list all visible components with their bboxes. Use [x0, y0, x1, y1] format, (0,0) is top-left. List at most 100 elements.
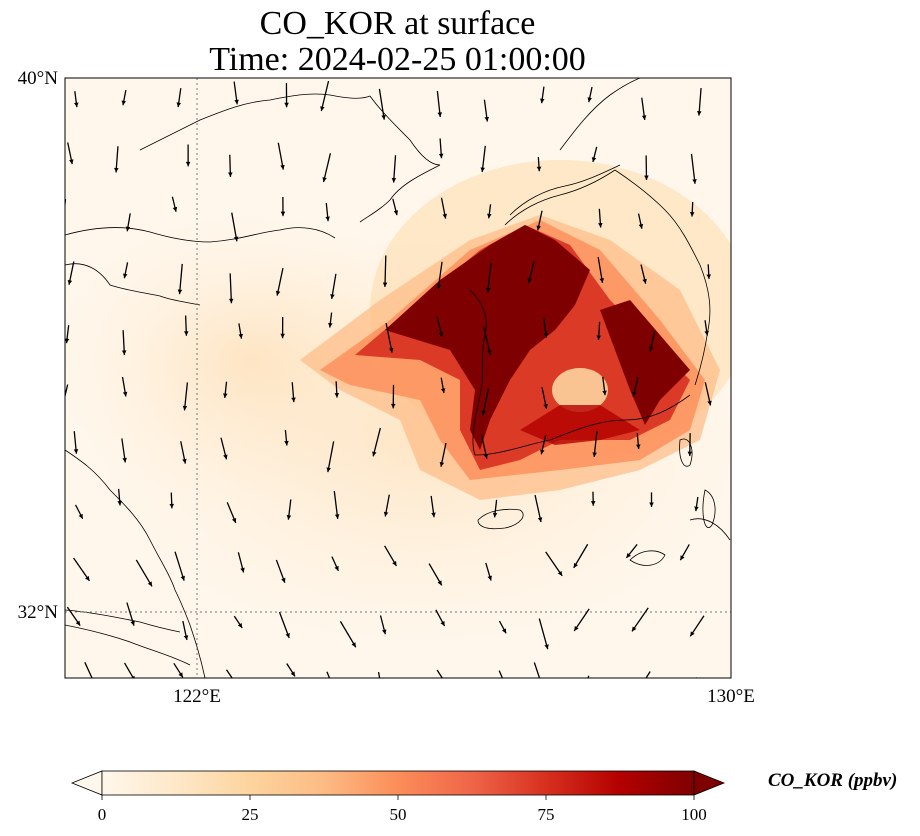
wind-arrow-shaft — [278, 611, 290, 639]
wind-arrow-head — [147, 581, 153, 587]
wind-arrow-head — [280, 164, 285, 170]
colorbar-tick-75: 75 — [538, 805, 555, 824]
wind-arrow-head — [544, 644, 549, 650]
wind-arrow-head — [537, 517, 543, 523]
wind-arrow-head — [65, 338, 70, 344]
high-concentration-region — [385, 225, 590, 450]
wind-arrow-head — [697, 110, 702, 116]
lat-tick-label-32: 32°N — [18, 602, 59, 623]
wind-arrow-head — [437, 112, 443, 117]
wind-arrow-head — [183, 331, 189, 336]
wind-arrow-shaft — [690, 153, 696, 184]
wind-arrow-shaft — [482, 388, 490, 416]
wind-arrow-shaft — [482, 326, 492, 356]
wind-arrow-head — [240, 567, 245, 573]
wind-arrow-head — [275, 290, 281, 296]
map-frame — [64, 77, 732, 679]
wind-arrow-head — [185, 161, 191, 167]
wind-arrow-head — [130, 675, 135, 678]
wind-arrow-shaft — [392, 155, 397, 183]
wind-arrow-head — [536, 225, 541, 231]
colorbar-extend-max — [693, 770, 726, 796]
wind-arrow-head — [326, 467, 331, 473]
wind-arrow-head — [381, 114, 386, 120]
wind-arrow-head — [121, 350, 127, 355]
wind-arrow-head — [481, 410, 486, 416]
wind-arrow-shaft — [339, 621, 357, 648]
wind-arrow-shaft — [372, 427, 381, 457]
wind-arrow-head — [543, 332, 549, 338]
wind-arrow-head — [381, 696, 385, 701]
wind-arrow-shaft — [178, 263, 183, 295]
wind-arrow-head — [391, 177, 397, 183]
wind-arrow-head — [642, 278, 647, 284]
wind-arrow-shaft — [698, 87, 702, 116]
wind-arrow-head — [599, 278, 605, 283]
wind-arrow-head — [596, 335, 602, 340]
wind-arrow-shaft — [322, 153, 332, 183]
wind-arrow-head — [284, 440, 289, 446]
wind-arrow-head — [626, 553, 631, 558]
wind-arrow-shaft — [573, 543, 589, 569]
wind-arrow-head — [689, 212, 695, 217]
wind-arrow-head — [438, 332, 444, 337]
wind-arrow-head — [223, 393, 228, 398]
wind-arrow-head — [383, 511, 389, 517]
map-title-line-1: CO_KOR at surface — [259, 5, 536, 42]
wind-arrow-head — [130, 620, 135, 626]
wind-arrow-head — [390, 403, 396, 409]
wind-arrow-shaft — [587, 675, 590, 678]
wind-arrow-head — [680, 555, 685, 561]
wind-arrow-head — [177, 289, 183, 295]
wind-arrow-shaft — [84, 662, 93, 678]
wind-arrow-head — [233, 681, 237, 686]
wind-arrow-head — [431, 512, 436, 518]
wind-arrow-head — [649, 502, 654, 507]
colorbar-tick-50: 50 — [390, 805, 407, 824]
wind-arrow-head — [540, 98, 545, 104]
wind-arrow-head — [598, 222, 603, 228]
wind-arrow-head — [632, 391, 637, 397]
wind-arrow-head — [231, 517, 237, 523]
wind-arrow-shaft — [545, 551, 563, 577]
wind-arrow-shaft — [631, 607, 649, 632]
wind-arrow-head — [485, 287, 491, 293]
wind-arrow-head — [436, 284, 442, 290]
wind-arrow-head — [590, 501, 596, 506]
wind-arrow-shaft — [378, 88, 385, 120]
wind-arrow-head — [322, 177, 327, 182]
wind-arrow-head — [74, 102, 79, 108]
wind-arrow-head — [557, 570, 563, 576]
wind-arrow-head — [487, 575, 492, 581]
colorbar: 0 25 50 75 100 — [70, 770, 726, 824]
wind-arrow-head — [123, 273, 128, 279]
wind-arrow-head — [78, 513, 83, 519]
wind-arrow-head — [442, 213, 447, 219]
wind-arrow-head — [285, 633, 290, 638]
wind-arrow-shaft — [73, 557, 90, 582]
wind-arrow-head — [325, 216, 330, 222]
wind-arrow-head — [172, 206, 178, 212]
wind-arrow-head — [351, 642, 356, 648]
wind-arrow-head — [487, 213, 492, 219]
wind-arrow-head — [636, 444, 641, 450]
wind-arrow-head — [67, 279, 73, 285]
wind-arrow-head — [573, 562, 578, 568]
wind-arrow-head — [707, 400, 712, 406]
wind-arrow-head — [73, 449, 79, 454]
colorbar-tick-100: 100 — [681, 805, 707, 824]
wind-arrow-head — [330, 294, 335, 299]
wind-arrow-head — [328, 322, 333, 328]
wind-arrow-head — [228, 298, 234, 304]
wind-arrow-head — [114, 167, 119, 173]
wind-arrow-head — [182, 458, 187, 464]
wind-arrow-head — [286, 515, 292, 520]
wind-arrow-shaft — [231, 212, 238, 242]
wind-arrow-head — [121, 100, 127, 106]
wind-arrow-head — [85, 575, 90, 581]
wind-arrow-head — [178, 672, 183, 678]
wind-arrow-head — [169, 503, 175, 509]
wind-arrow-head — [437, 580, 442, 586]
wind-arrow-head — [334, 514, 340, 519]
